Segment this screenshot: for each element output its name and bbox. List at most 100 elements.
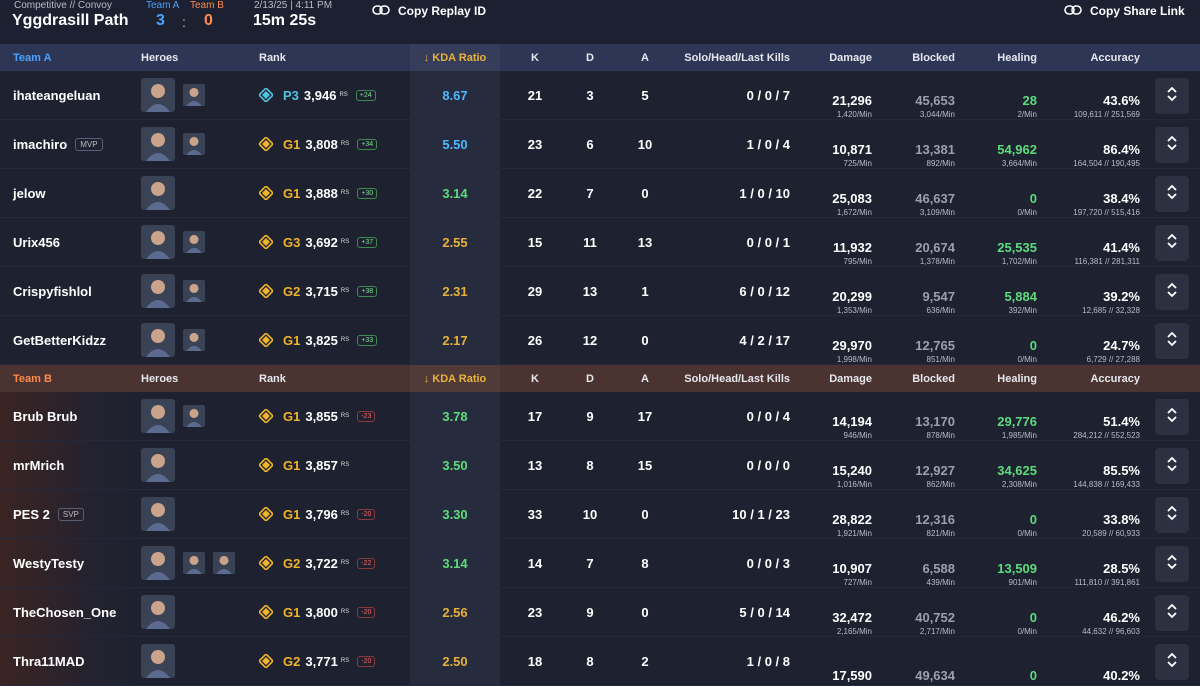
player-name[interactable]: WestyTesty	[13, 555, 85, 571]
blocked-sub-value: 3,109/Min	[919, 208, 955, 217]
copy-share-link-button[interactable]: Copy Share Link	[1064, 3, 1185, 19]
copy-replay-id-button[interactable]: Copy Replay ID	[372, 3, 486, 19]
accuracy-sub-value: 144,838 // 169,433	[1073, 480, 1140, 489]
accuracy-value: 51.4%	[1103, 414, 1140, 429]
player-name[interactable]: Thra11MAD	[13, 653, 85, 669]
blocked-cell: 6,588 439/Min	[880, 539, 955, 587]
rank-score-label: RS	[340, 288, 350, 294]
healing-sub-value: 0/Min	[1017, 529, 1037, 538]
expand-row-button[interactable]	[1155, 595, 1189, 631]
team-a-score: 3	[156, 12, 165, 29]
player-name[interactable]: PES 2	[13, 506, 50, 522]
damage-value: 15,240	[832, 463, 872, 478]
accuracy-cell: 38.4% 197,720 // 515,416	[1045, 169, 1140, 217]
kda-ratio-header-label[interactable]: ↓ KDA Ratio	[423, 51, 487, 64]
accuracy-value: 40.2%	[1103, 668, 1140, 683]
kills-count-cell: 23	[510, 120, 560, 168]
solo-head-last-kills-header-label: Solo/Head/Last Kills	[684, 51, 790, 64]
kills-count: 14	[527, 555, 543, 571]
expand-row-button[interactable]	[1155, 274, 1189, 310]
doctor-strange-portrait	[141, 176, 175, 210]
expand-row-button[interactable]	[1155, 127, 1189, 163]
loki-portrait	[141, 399, 175, 433]
rank-score-label: RS	[340, 658, 350, 664]
accuracy-sub-value: 164,504 // 190,495	[1073, 159, 1140, 168]
match-duration: 15m 25s	[253, 12, 317, 29]
deaths-count: 11	[583, 234, 597, 250]
expand-row-button[interactable]	[1155, 399, 1189, 435]
rank-cell: G1 3,855 RS -23	[257, 392, 409, 440]
damage-cell: 10,907 727/Min	[800, 539, 872, 587]
damage-cell: 20,299 1,353/Min	[800, 267, 872, 315]
invisible-woman-portrait	[141, 225, 175, 259]
expand-row-button[interactable]	[1155, 546, 1189, 582]
expand-row-button[interactable]	[1155, 176, 1189, 212]
player-name[interactable]: Crispyfishlol	[13, 283, 92, 299]
copy-replay-id-label: Copy Replay ID	[398, 4, 487, 18]
chevron-up-down-icon	[1167, 184, 1177, 205]
damage-value: 29,970	[832, 338, 872, 353]
heroes-header-label: Heroes	[141, 51, 179, 64]
blocked-cell: 49,634	[880, 637, 955, 685]
expand-row-button[interactable]	[1155, 225, 1189, 261]
assists-count: 0	[641, 185, 649, 201]
rank-score-label: RS	[340, 141, 350, 147]
blocked-cell: 46,637 3,109/Min	[880, 169, 955, 217]
rank-delta-badge: -22	[357, 557, 376, 569]
blocked-cell: 13,170 878/Min	[880, 392, 955, 440]
player-name[interactable]: Urix456	[13, 234, 60, 250]
player-name[interactable]: imachiro	[13, 136, 68, 152]
kda-ratio: 5.50	[442, 136, 468, 152]
expand-row-button[interactable]	[1155, 323, 1189, 359]
rank-score-label: RS	[340, 190, 350, 196]
team-name-header: Team B	[13, 372, 52, 385]
expand-row-button[interactable]	[1155, 448, 1189, 484]
accuracy-sub-value: 116,381 // 281,311	[1074, 257, 1140, 266]
player-name-cell: ihateangeluan	[13, 71, 138, 119]
damage-sub-value: 795/Min	[843, 257, 872, 266]
thor-portrait	[141, 595, 175, 629]
player-name[interactable]: mrMrich	[13, 457, 65, 473]
blocked-sub-value: 2,717/Min	[919, 627, 955, 636]
expand-row-button[interactable]	[1155, 497, 1189, 533]
player-name[interactable]: ihateangeluan	[13, 87, 101, 103]
kills-count: 18	[527, 653, 543, 669]
expand-row-button[interactable]	[1155, 644, 1189, 680]
blocked-sub-value: 439/Min	[926, 578, 955, 587]
kda-ratio: 2.31	[442, 283, 468, 299]
accuracy-cell: 86.4% 164,504 // 190,495	[1045, 120, 1140, 168]
rank-delta-badge: +34	[357, 138, 378, 150]
player-name[interactable]: GetBetterKidzz	[13, 332, 107, 348]
blocked-sub-value: 821/Min	[926, 529, 955, 538]
rank-tier: G1	[283, 332, 301, 348]
deaths-count: 9	[586, 604, 594, 620]
player-name[interactable]: Brub Brub	[13, 408, 78, 424]
rank-cell: G2 3,715 RS +38	[257, 267, 409, 315]
blocked-value: 49,634	[915, 668, 955, 683]
assists-count-cell: 13	[620, 218, 670, 266]
expand-row-button[interactable]	[1155, 78, 1189, 114]
solo-head-last-kills-cell: 5 / 0 / 14	[672, 588, 790, 636]
accuracy-value: 46.2%	[1103, 610, 1140, 625]
rank-tier: G1	[283, 604, 301, 620]
rank-score-label: RS	[340, 337, 350, 343]
player-name[interactable]: jelow	[13, 185, 46, 201]
blocked-value: 12,316	[915, 512, 955, 527]
kills-count-cell: 21	[510, 71, 560, 119]
player-name-cell: Urix456	[13, 218, 138, 266]
assists-count-cell: 1	[620, 267, 670, 315]
chevron-up-down-icon	[1167, 603, 1177, 624]
kda-ratio: 8.67	[442, 87, 468, 103]
healing-cell: 0 0/Min	[962, 588, 1037, 636]
kda-ratio-header-label[interactable]: ↓ KDA Ratio	[423, 372, 487, 385]
chevron-up-down-icon	[1167, 456, 1177, 477]
player-name[interactable]: TheChosen_One	[13, 604, 117, 620]
player-name-cell: Brub Brub	[13, 392, 138, 440]
kda-ratio: 2.17	[442, 332, 468, 348]
healing-cell: 0	[962, 637, 1037, 685]
hero-portrait	[183, 552, 205, 574]
rank-tier: G1	[283, 457, 301, 473]
kda-cell: 2.50	[410, 637, 500, 685]
rank-header-label: Rank	[259, 51, 286, 64]
chevron-up-down-icon	[1167, 505, 1177, 526]
